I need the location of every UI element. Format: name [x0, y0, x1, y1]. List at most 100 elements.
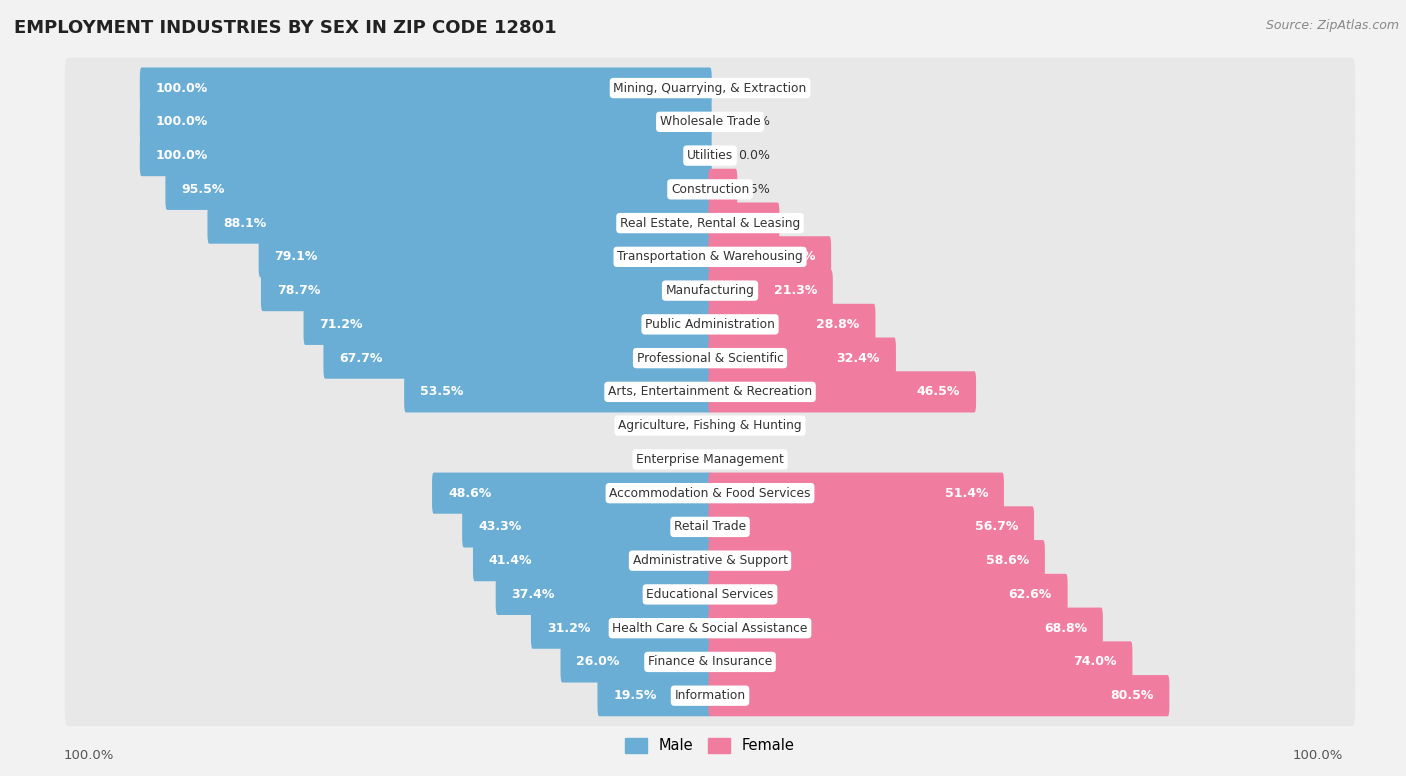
Text: Mining, Quarrying, & Extraction: Mining, Quarrying, & Extraction — [613, 81, 807, 95]
Text: Enterprise Management: Enterprise Management — [636, 453, 785, 466]
Text: 80.5%: 80.5% — [1111, 689, 1153, 702]
Text: Transportation & Warehousing: Transportation & Warehousing — [617, 251, 803, 263]
FancyBboxPatch shape — [709, 675, 1170, 716]
FancyBboxPatch shape — [709, 506, 1033, 548]
Text: Construction: Construction — [671, 183, 749, 196]
Text: 46.5%: 46.5% — [917, 386, 960, 398]
FancyBboxPatch shape — [65, 92, 1355, 152]
Text: 95.5%: 95.5% — [181, 183, 225, 196]
Text: 100.0%: 100.0% — [156, 116, 208, 128]
Text: Accommodation & Food Services: Accommodation & Food Services — [609, 487, 811, 500]
FancyBboxPatch shape — [259, 236, 711, 278]
FancyBboxPatch shape — [709, 371, 976, 413]
FancyBboxPatch shape — [709, 641, 1132, 683]
Text: 88.1%: 88.1% — [224, 217, 267, 230]
Text: Agriculture, Fishing & Hunting: Agriculture, Fishing & Hunting — [619, 419, 801, 432]
FancyBboxPatch shape — [709, 270, 832, 311]
Text: 19.5%: 19.5% — [613, 689, 657, 702]
FancyBboxPatch shape — [404, 371, 711, 413]
Text: Administrative & Support: Administrative & Support — [633, 554, 787, 567]
Text: 43.3%: 43.3% — [478, 521, 522, 533]
FancyBboxPatch shape — [65, 632, 1355, 692]
Text: 0.0%: 0.0% — [738, 453, 770, 466]
FancyBboxPatch shape — [709, 303, 876, 345]
Text: 48.6%: 48.6% — [449, 487, 491, 500]
Text: 68.8%: 68.8% — [1043, 622, 1087, 635]
FancyBboxPatch shape — [65, 57, 1355, 119]
FancyBboxPatch shape — [65, 260, 1355, 321]
Text: 32.4%: 32.4% — [837, 352, 880, 365]
FancyBboxPatch shape — [531, 608, 711, 649]
Text: Retail Trade: Retail Trade — [673, 521, 747, 533]
FancyBboxPatch shape — [65, 530, 1355, 591]
FancyBboxPatch shape — [65, 497, 1355, 557]
FancyBboxPatch shape — [709, 473, 1004, 514]
FancyBboxPatch shape — [139, 135, 711, 176]
FancyBboxPatch shape — [65, 125, 1355, 186]
Text: Information: Information — [675, 689, 745, 702]
Text: 62.6%: 62.6% — [1008, 588, 1052, 601]
Text: 100.0%: 100.0% — [1292, 749, 1343, 762]
Text: 78.7%: 78.7% — [277, 284, 321, 297]
Text: 53.5%: 53.5% — [420, 386, 464, 398]
Text: 21.0%: 21.0% — [772, 251, 815, 263]
Text: Utilities: Utilities — [688, 149, 733, 162]
Text: Educational Services: Educational Services — [647, 588, 773, 601]
Text: 28.8%: 28.8% — [817, 318, 859, 331]
FancyBboxPatch shape — [323, 338, 711, 379]
FancyBboxPatch shape — [262, 270, 711, 311]
FancyBboxPatch shape — [65, 362, 1355, 422]
FancyBboxPatch shape — [304, 303, 711, 345]
Legend: Male, Female: Male, Female — [620, 733, 800, 759]
FancyBboxPatch shape — [65, 227, 1355, 287]
FancyBboxPatch shape — [709, 540, 1045, 581]
FancyBboxPatch shape — [709, 573, 1067, 615]
FancyBboxPatch shape — [598, 675, 711, 716]
Text: 0.0%: 0.0% — [738, 81, 770, 95]
Text: 100.0%: 100.0% — [156, 149, 208, 162]
FancyBboxPatch shape — [709, 608, 1102, 649]
Text: 21.3%: 21.3% — [773, 284, 817, 297]
FancyBboxPatch shape — [65, 462, 1355, 524]
FancyBboxPatch shape — [208, 203, 711, 244]
Text: 74.0%: 74.0% — [1073, 656, 1116, 668]
FancyBboxPatch shape — [139, 101, 711, 143]
FancyBboxPatch shape — [65, 327, 1355, 389]
Text: 11.9%: 11.9% — [720, 217, 763, 230]
Text: 0.0%: 0.0% — [650, 453, 682, 466]
Text: Source: ZipAtlas.com: Source: ZipAtlas.com — [1265, 19, 1399, 33]
FancyBboxPatch shape — [139, 68, 711, 109]
Text: 31.2%: 31.2% — [547, 622, 591, 635]
Text: 26.0%: 26.0% — [576, 656, 620, 668]
FancyBboxPatch shape — [65, 429, 1355, 490]
Text: 37.4%: 37.4% — [512, 588, 555, 601]
FancyBboxPatch shape — [472, 540, 711, 581]
FancyBboxPatch shape — [496, 573, 711, 615]
Text: Wholesale Trade: Wholesale Trade — [659, 116, 761, 128]
Text: 0.0%: 0.0% — [738, 116, 770, 128]
FancyBboxPatch shape — [65, 395, 1355, 456]
FancyBboxPatch shape — [709, 236, 831, 278]
Text: EMPLOYMENT INDUSTRIES BY SEX IN ZIP CODE 12801: EMPLOYMENT INDUSTRIES BY SEX IN ZIP CODE… — [14, 19, 557, 37]
Text: 100.0%: 100.0% — [63, 749, 114, 762]
Text: 4.5%: 4.5% — [738, 183, 770, 196]
FancyBboxPatch shape — [709, 168, 737, 210]
Text: 0.0%: 0.0% — [650, 419, 682, 432]
Text: 56.7%: 56.7% — [974, 521, 1018, 533]
FancyBboxPatch shape — [65, 294, 1355, 355]
Text: 58.6%: 58.6% — [986, 554, 1029, 567]
Text: Finance & Insurance: Finance & Insurance — [648, 656, 772, 668]
Text: Arts, Entertainment & Recreation: Arts, Entertainment & Recreation — [607, 386, 813, 398]
Text: 71.2%: 71.2% — [319, 318, 363, 331]
Text: Public Administration: Public Administration — [645, 318, 775, 331]
FancyBboxPatch shape — [65, 598, 1355, 659]
Text: 0.0%: 0.0% — [738, 419, 770, 432]
Text: Real Estate, Rental & Leasing: Real Estate, Rental & Leasing — [620, 217, 800, 230]
Text: Health Care & Social Assistance: Health Care & Social Assistance — [613, 622, 807, 635]
Text: Professional & Scientific: Professional & Scientific — [637, 352, 783, 365]
FancyBboxPatch shape — [65, 665, 1355, 726]
Text: Manufacturing: Manufacturing — [665, 284, 755, 297]
FancyBboxPatch shape — [709, 338, 896, 379]
FancyBboxPatch shape — [166, 168, 711, 210]
FancyBboxPatch shape — [65, 192, 1355, 254]
